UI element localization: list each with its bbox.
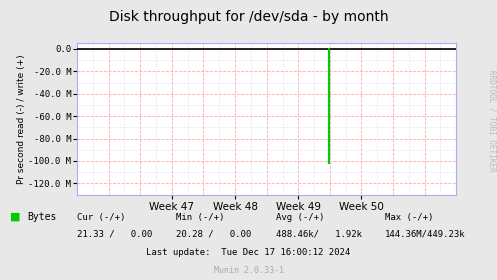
Text: Avg (-/+): Avg (-/+)	[276, 213, 324, 222]
Text: Munin 2.0.33-1: Munin 2.0.33-1	[214, 266, 283, 275]
Text: Last update:  Tue Dec 17 16:00:12 2024: Last update: Tue Dec 17 16:00:12 2024	[147, 248, 350, 257]
Text: 20.28 /   0.00: 20.28 / 0.00	[176, 230, 251, 239]
Text: 488.46k/   1.92k: 488.46k/ 1.92k	[276, 230, 362, 239]
Text: Min (-/+): Min (-/+)	[176, 213, 225, 222]
Text: Max (-/+): Max (-/+)	[385, 213, 433, 222]
Y-axis label: Pr second read (-) / write (+): Pr second read (-) / write (+)	[17, 54, 26, 184]
Text: Cur (-/+): Cur (-/+)	[77, 213, 125, 222]
Text: RRDTOOL / TOBI OETIKER: RRDTOOL / TOBI OETIKER	[487, 69, 496, 171]
Text: ■: ■	[10, 212, 20, 222]
Text: 144.36M/449.23k: 144.36M/449.23k	[385, 230, 466, 239]
Text: 21.33 /   0.00: 21.33 / 0.00	[77, 230, 152, 239]
Text: Disk throughput for /dev/sda - by month: Disk throughput for /dev/sda - by month	[109, 10, 388, 24]
Text: Bytes: Bytes	[27, 212, 57, 222]
